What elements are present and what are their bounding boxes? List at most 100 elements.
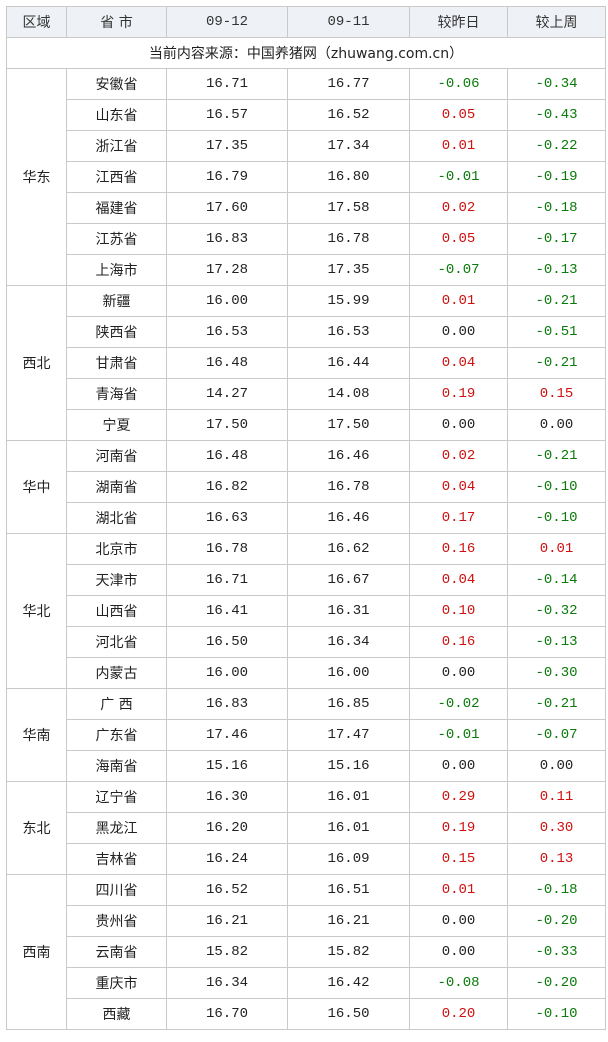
header-cell: 09-12 — [166, 6, 288, 38]
data-row: 吉林省 16.24 16.09 0.15 0.13 — [7, 843, 606, 875]
value-cell: 16.31 — [287, 595, 410, 627]
region-cell: 东北 — [6, 781, 67, 875]
data-row: 陕西省 16.53 16.53 0.00 -0.51 — [7, 316, 606, 348]
value-cell: -0.22 — [507, 130, 606, 162]
value-cell: -0.08 — [409, 967, 508, 999]
province-cell: 江西省 — [66, 161, 167, 193]
value-cell: -0.19 — [507, 161, 606, 193]
province-cell: 福建省 — [66, 192, 167, 224]
value-cell: 0.11 — [507, 781, 606, 813]
province-cell: 广东省 — [66, 719, 167, 751]
value-cell: 0.00 — [409, 657, 508, 689]
value-cell: -0.10 — [507, 998, 606, 1030]
value-cell: 16.48 — [166, 347, 288, 379]
region-cell: 西北 — [6, 285, 67, 441]
data-row: 上海市 17.28 17.35 -0.07 -0.13 — [7, 254, 606, 286]
value-cell: 16.67 — [287, 564, 410, 596]
value-cell: -0.18 — [507, 192, 606, 224]
value-cell: -0.21 — [507, 285, 606, 317]
value-cell: -0.17 — [507, 223, 606, 255]
value-cell: 15.16 — [166, 750, 288, 782]
value-cell: 0.04 — [409, 471, 508, 503]
header-cell: 较昨日 — [409, 6, 508, 38]
value-cell: 16.85 — [287, 688, 410, 720]
value-cell: 0.00 — [409, 750, 508, 782]
province-cell: 宁夏 — [66, 409, 167, 441]
source-cell: 当前内容来源：中国养猪网（zhuwang.com.cn） — [6, 37, 606, 69]
value-cell: 16.21 — [287, 905, 410, 937]
table-body: 区域省 市 09-12 09-11 较昨日 较上周 当前内容来源：中国养猪网（zhuwan… — [6, 6, 606, 1030]
data-row: 华中 河南省 16.48 16.46 0.02 -0.21 — [6, 440, 606, 534]
value-cell: 16.71 — [166, 564, 288, 596]
province-cell: 甘肃省 — [66, 347, 167, 379]
value-cell: 0.10 — [409, 595, 508, 627]
value-cell: 0.00 — [409, 905, 508, 937]
value-cell: 0.15 — [409, 843, 508, 875]
value-cell: -0.14 — [507, 564, 606, 596]
value-cell: 15.99 — [287, 285, 410, 317]
price-table: 区域省 市 09-12 09-11 较昨日 较上周 当前内容来源：中国养猪网（zhuwan… — [6, 6, 606, 1030]
value-cell: 16.63 — [166, 502, 288, 534]
value-cell: -0.34 — [507, 68, 606, 100]
data-row: 山东省 16.57 16.52 0.05 -0.43 — [7, 99, 606, 131]
value-cell: 16.83 — [166, 688, 288, 720]
value-cell: -0.20 — [507, 905, 606, 937]
value-cell: 0.00 — [507, 750, 606, 782]
province-cell: 湖南省 — [66, 471, 167, 503]
value-cell: 16.46 — [287, 440, 410, 472]
value-cell: 0.02 — [409, 440, 508, 472]
value-cell: 16.42 — [287, 967, 410, 999]
value-cell: 16.77 — [287, 68, 410, 100]
value-cell: 17.35 — [166, 130, 288, 162]
value-cell: -0.13 — [507, 254, 606, 286]
value-cell: -0.13 — [507, 626, 606, 658]
value-cell: 16.71 — [166, 68, 288, 100]
data-row: 云南省 15.82 15.82 0.00 -0.33 — [7, 936, 606, 968]
value-cell: 17.47 — [287, 719, 410, 751]
value-cell: 0.15 — [507, 378, 606, 410]
province-cell: 山东省 — [66, 99, 167, 131]
data-row: 华东 安徽省 16.71 16.77 -0.06 -0.34 — [6, 68, 606, 286]
value-cell: 16.53 — [287, 316, 410, 348]
value-cell: 16.34 — [287, 626, 410, 658]
value-cell: 0.02 — [409, 192, 508, 224]
value-cell: 17.50 — [287, 409, 410, 441]
value-cell: 16.52 — [166, 874, 288, 906]
value-cell: -0.18 — [507, 874, 606, 906]
value-cell: 0.20 — [409, 998, 508, 1030]
value-cell: 0.00 — [409, 936, 508, 968]
province-cell: 浙江省 — [66, 130, 167, 162]
province-cell: 安徽省 — [66, 68, 167, 100]
value-cell: 16.78 — [166, 533, 288, 565]
value-cell: 14.08 — [287, 378, 410, 410]
value-cell: 0.30 — [507, 812, 606, 844]
value-cell: 16.21 — [166, 905, 288, 937]
data-row: 湖南省 16.82 16.78 0.04 -0.10 — [7, 471, 606, 503]
data-row: 福建省 17.60 17.58 0.02 -0.18 — [7, 192, 606, 224]
value-cell: 0.00 — [507, 409, 606, 441]
value-cell: -0.06 — [409, 68, 508, 100]
province-cell: 北京市 — [66, 533, 167, 565]
province-cell: 青海省 — [66, 378, 167, 410]
value-cell: -0.01 — [409, 161, 508, 193]
value-cell: -0.02 — [409, 688, 508, 720]
value-cell: 0.01 — [409, 874, 508, 906]
value-cell: 16.82 — [166, 471, 288, 503]
province-cell: 天津市 — [66, 564, 167, 596]
province-cell: 上海市 — [66, 254, 167, 286]
value-cell: 16.01 — [287, 812, 410, 844]
data-row: 西藏 16.70 16.50 0.20 -0.10 — [7, 998, 606, 1030]
value-cell: -0.10 — [507, 502, 606, 534]
value-cell: 16.48 — [166, 440, 288, 472]
source-row: 当前内容来源：中国养猪网（zhuwang.com.cn） — [6, 37, 606, 69]
value-cell: 0.29 — [409, 781, 508, 813]
region-cell: 华中 — [6, 440, 67, 534]
value-cell: 16.53 — [166, 316, 288, 348]
value-cell: 0.17 — [409, 502, 508, 534]
province-cell: 河南省 — [66, 440, 167, 472]
header-cell: 较上周 — [507, 6, 606, 38]
data-row: 华北 北京市 16.78 16.62 0.16 0.01 — [6, 533, 606, 689]
province-cell: 重庆市 — [66, 967, 167, 999]
value-cell: 16.44 — [287, 347, 410, 379]
